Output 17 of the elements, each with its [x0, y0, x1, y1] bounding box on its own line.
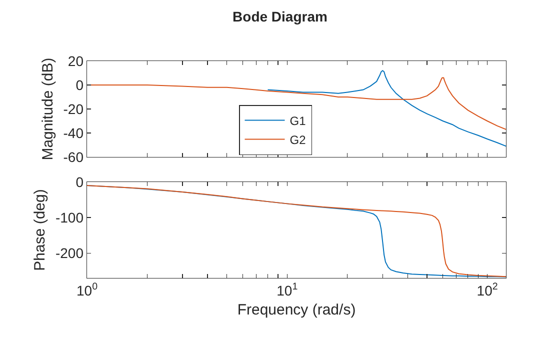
- y-tick-label: -100: [55, 209, 84, 226]
- x-tick-label: 10$^{0}$: [76, 282, 98, 298]
- legend-label: G2: [290, 132, 306, 147]
- y-axis-title: Magnitude (dB): [39, 58, 56, 160]
- y-tick-label: 0: [76, 174, 84, 190]
- y-tick-label: 0: [76, 76, 84, 93]
- y-tick-label: -40: [63, 124, 84, 141]
- y-axis-title: Phase (deg): [32, 189, 49, 271]
- x-axis-title: Frequency (rad/s): [237, 302, 356, 319]
- y-tick-label: -20: [63, 100, 84, 117]
- chart-title: Bode Diagram: [232, 8, 328, 25]
- x-tick-label: 10$^{1}$: [276, 282, 298, 298]
- x-tick-label: 10$^{2}$: [476, 282, 498, 298]
- y-tick-label: 20: [68, 52, 84, 69]
- legend-label: G1: [290, 114, 306, 128]
- y-tick-label: -200: [55, 245, 84, 262]
- y-tick-label: -60: [63, 148, 84, 165]
